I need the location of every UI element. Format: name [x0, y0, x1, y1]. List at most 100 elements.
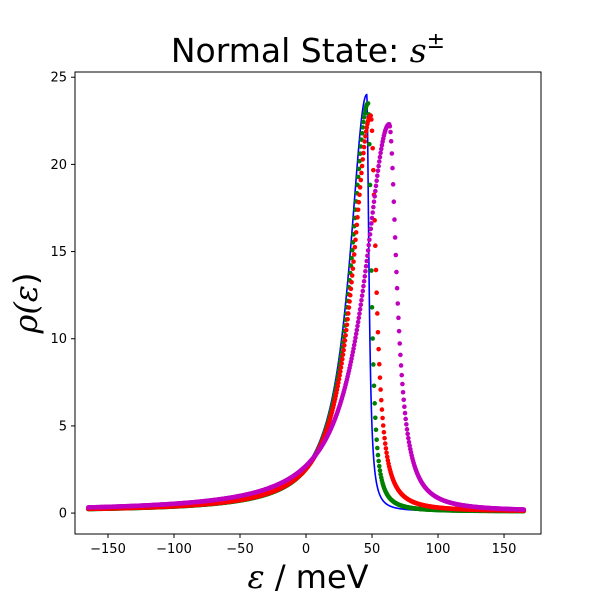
data-point	[377, 468, 383, 473]
data-point	[375, 452, 381, 458]
data-point	[371, 204, 376, 210]
x-tick-label: 0	[302, 542, 310, 557]
data-point	[336, 376, 342, 382]
series-green	[85, 101, 527, 514]
data-point	[371, 383, 377, 389]
data-point	[347, 299, 352, 304]
x-tick-label: 100	[426, 542, 451, 557]
x-tick-label: 50	[364, 542, 381, 557]
data-point	[349, 255, 354, 261]
data-point	[366, 242, 372, 248]
data-point	[363, 134, 368, 139]
data-point	[361, 278, 367, 284]
data-point	[402, 410, 408, 416]
data-point	[367, 237, 372, 243]
data-point	[373, 427, 379, 433]
data-point	[355, 319, 361, 325]
data-point	[355, 207, 361, 213]
data-point	[389, 151, 395, 156]
data-point	[379, 407, 385, 412]
series-blue	[88, 93, 524, 513]
data-point	[373, 267, 379, 273]
data-point	[392, 235, 398, 240]
data-point	[374, 290, 379, 295]
data-point	[359, 297, 364, 303]
data-point	[353, 230, 359, 235]
data-point	[390, 182, 396, 187]
data-point	[362, 274, 368, 279]
data-point	[361, 150, 366, 156]
data-point	[404, 422, 409, 427]
data-point	[405, 431, 410, 437]
data-point	[374, 178, 379, 184]
data-point	[406, 435, 411, 441]
data-point	[357, 185, 363, 190]
data-point	[360, 125, 366, 130]
data-point	[342, 338, 348, 343]
data-point	[341, 347, 346, 353]
data-point	[349, 273, 355, 278]
data-point	[352, 339, 358, 344]
data-point	[356, 315, 362, 321]
data-point	[354, 222, 360, 228]
data-point	[355, 174, 361, 180]
data-point	[399, 372, 405, 378]
data-point	[376, 159, 382, 164]
data-point	[363, 269, 368, 274]
data-point	[390, 165, 395, 171]
data-point	[382, 441, 388, 446]
data-point	[381, 429, 387, 435]
data-point	[375, 445, 380, 451]
y-axis-label-suffix: )	[7, 273, 45, 285]
x-axis-ticks: −150 −100 −50 0 50 100 150	[90, 534, 516, 557]
data-point	[378, 387, 383, 392]
data-point	[397, 341, 403, 346]
y-axis-label-symbol: ε	[7, 285, 45, 302]
data-point	[369, 215, 375, 221]
data-point	[361, 114, 367, 120]
data-point	[375, 168, 381, 174]
data-point	[360, 157, 366, 162]
chart-title-superscript: ±	[427, 29, 445, 54]
x-tick-label: −50	[226, 542, 253, 557]
data-point	[373, 183, 379, 189]
data-point	[364, 258, 370, 264]
data-point	[351, 346, 356, 351]
data-point	[372, 194, 377, 199]
data-point	[376, 463, 382, 469]
series-layer	[85, 93, 527, 514]
data-point	[337, 373, 342, 378]
data-point	[378, 150, 383, 156]
data-point	[374, 437, 379, 443]
data-point	[338, 369, 343, 374]
data-point	[362, 139, 368, 144]
series-line-blue	[88, 93, 524, 513]
data-point	[406, 439, 412, 445]
data-point	[340, 352, 346, 357]
y-tick-label: 10	[50, 332, 67, 347]
data-point	[345, 311, 351, 316]
data-point	[347, 292, 353, 298]
data-point	[349, 279, 354, 285]
data-point	[521, 507, 527, 512]
data-point	[336, 380, 341, 386]
data-point	[360, 288, 366, 294]
series-magenta	[85, 122, 527, 512]
chart-title-symbol: s	[410, 31, 427, 70]
y-tick-label: 5	[59, 419, 67, 434]
data-point	[353, 331, 359, 337]
data-point	[404, 427, 410, 432]
data-point	[344, 322, 350, 328]
data-point	[367, 141, 372, 147]
data-point	[392, 217, 397, 222]
data-point	[357, 311, 362, 316]
data-point	[395, 301, 401, 306]
data-point	[379, 142, 385, 148]
data-point	[342, 343, 347, 348]
data-point	[384, 450, 389, 456]
data-point	[373, 243, 378, 249]
data-point	[394, 269, 399, 275]
data-point	[402, 404, 407, 410]
data-point	[358, 302, 364, 308]
data-point	[377, 375, 383, 380]
